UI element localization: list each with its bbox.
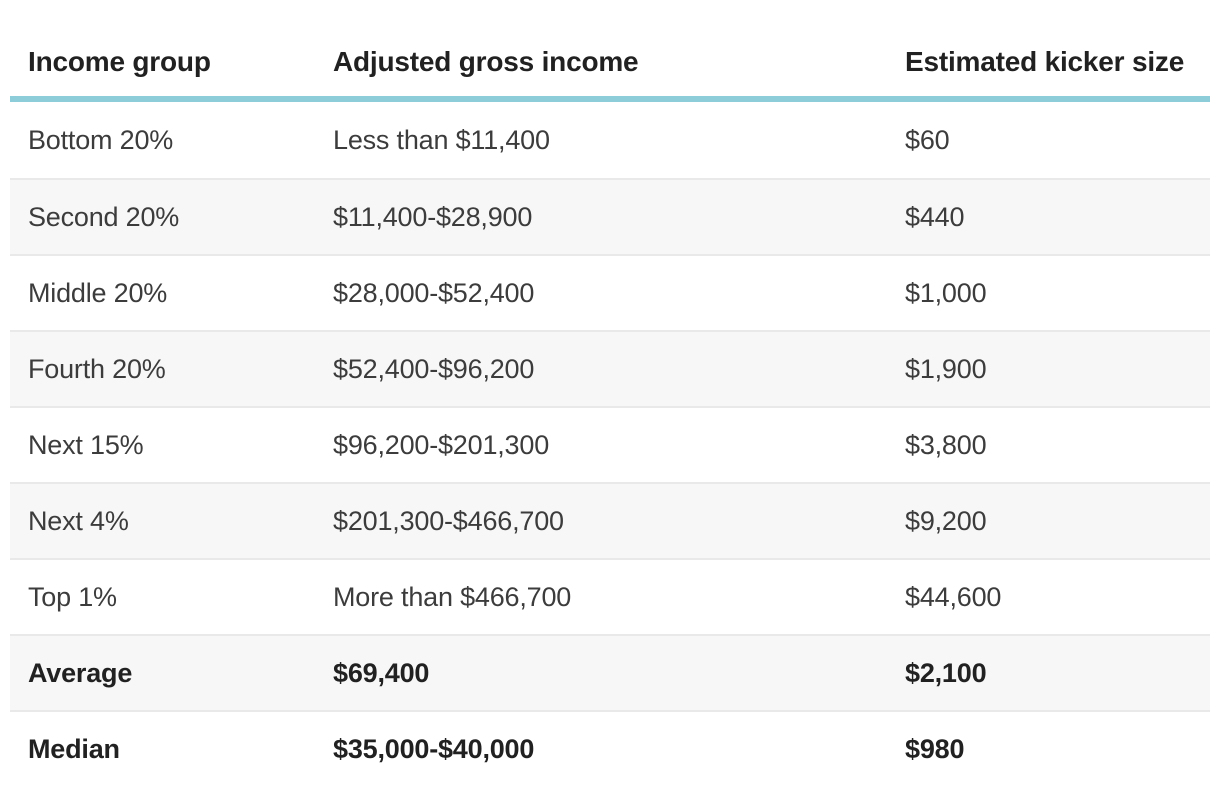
cell-estimated-kicker-size: $9,200: [905, 505, 987, 536]
cell-estimated-kicker-size: $440: [905, 201, 965, 232]
cell-adjusted-gross-income: $201,300-$466,700: [333, 505, 564, 536]
table-row: Next 15% $96,200-$201,300 $3,800: [10, 406, 1210, 482]
cell-estimated-kicker-size: $3,800: [905, 429, 987, 460]
cell-income-group: Second 20%: [28, 201, 180, 232]
cell-estimated-kicker-size: $1,000: [905, 277, 987, 308]
table-row: Top 1% More than $466,700 $44,600: [10, 558, 1210, 634]
cell-adjusted-gross-income: $96,200-$201,300: [333, 429, 550, 460]
cell-estimated-kicker-size: $1,900: [905, 353, 987, 384]
cell-adjusted-gross-income: $35,000-$40,000: [333, 733, 535, 764]
table-row: Middle 20% $28,000-$52,400 $1,000: [10, 254, 1210, 330]
table-row: Average $69,400 $2,100: [10, 634, 1210, 710]
cell-income-group: Middle 20%: [28, 277, 168, 308]
header-rule: [10, 96, 1210, 102]
table-header-row: Income group Adjusted gross income Estim…: [10, 0, 1210, 96]
table-row: Bottom 20% Less than $11,400 $60: [10, 102, 1210, 178]
cell-adjusted-gross-income: $28,000-$52,400: [333, 277, 535, 308]
kicker-table: Income group Adjusted gross income Estim…: [10, 0, 1210, 786]
cell-adjusted-gross-income: More than $466,700: [333, 581, 572, 612]
cell-adjusted-gross-income: $11,400-$28,900: [333, 201, 533, 232]
table-row: Second 20% $11,400-$28,900 $440: [10, 178, 1210, 254]
cell-income-group: Bottom 20%: [28, 124, 174, 155]
cell-adjusted-gross-income: $52,400-$96,200: [333, 353, 535, 384]
cell-income-group: Next 4%: [28, 505, 129, 536]
cell-adjusted-gross-income: $69,400: [333, 657, 430, 688]
cell-income-group: Fourth 20%: [28, 353, 166, 384]
table-row: Next 4% $201,300-$466,700 $9,200: [10, 482, 1210, 558]
table-body: Bottom 20% Less than $11,400 $60 Second …: [10, 102, 1210, 786]
table-row: Fourth 20% $52,400-$96,200 $1,900: [10, 330, 1210, 406]
column-header-estimated-kicker-size: Estimated kicker size: [905, 46, 1185, 77]
cell-income-group: Next 15%: [28, 429, 144, 460]
column-header-adjusted-gross-income: Adjusted gross income: [333, 46, 639, 77]
cell-income-group: Median: [28, 733, 120, 764]
cell-estimated-kicker-size: $44,600: [905, 581, 1002, 612]
table-row: Median $35,000-$40,000 $980: [10, 710, 1210, 786]
cell-income-group: Average: [28, 657, 133, 688]
cell-income-group: Top 1%: [28, 581, 117, 612]
column-header-income-group: Income group: [28, 46, 211, 77]
cell-estimated-kicker-size: $60: [905, 124, 950, 155]
cell-adjusted-gross-income: Less than $11,400: [333, 124, 550, 155]
cell-estimated-kicker-size: $2,100: [905, 657, 987, 688]
cell-estimated-kicker-size: $980: [905, 733, 965, 764]
